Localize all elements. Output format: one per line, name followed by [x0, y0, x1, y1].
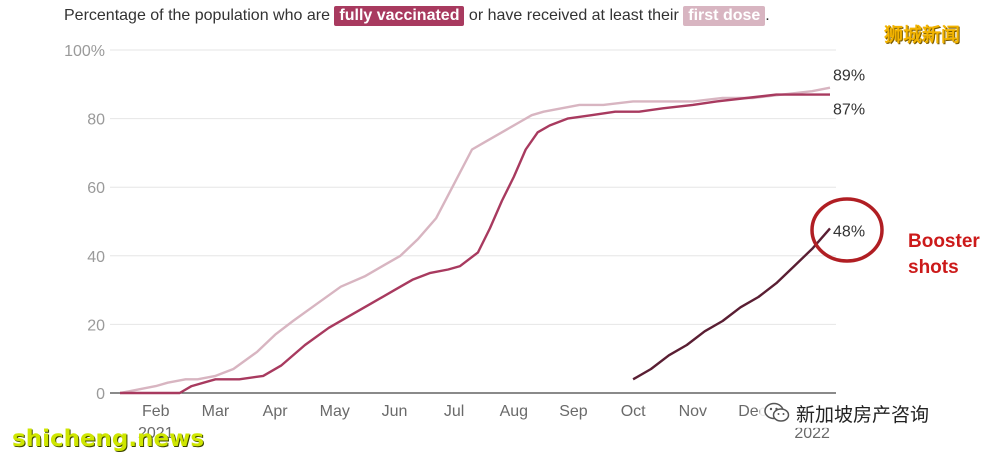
- x-tick-label: Feb: [142, 403, 170, 420]
- series: 89% 87% 48%: [119, 68, 865, 395]
- chart-caption: Percentage of the population who are ful…: [64, 6, 770, 26]
- legend-fully-vaccinated: fully vaccinated: [334, 6, 465, 26]
- y-tick-label: 100%: [64, 43, 105, 60]
- x-tick-label: Oct: [621, 403, 646, 420]
- annotations: [810, 197, 884, 263]
- x-tick-label: Aug: [500, 403, 528, 420]
- wechat-watermark: 新加坡房产咨询: [760, 398, 934, 428]
- x-tick-label: Sep: [559, 403, 588, 420]
- gridlines: [110, 49, 836, 325]
- caption-middle: or have received at least their: [468, 7, 679, 24]
- series-end-label: 87%: [833, 102, 865, 119]
- axes: 0 20 40 60 80 100% Feb Mar Apr May Jun Jul Aug Sep Oct…: [64, 43, 836, 442]
- x-tick-label: Mar: [202, 403, 230, 420]
- x-tick-label: Jul: [444, 403, 464, 420]
- y-tick-label: 20: [87, 317, 105, 334]
- watermark-bottom-left: shicheng.news: [12, 426, 205, 452]
- y-tick-label: 40: [87, 249, 105, 266]
- x-tick-label: May: [320, 403, 350, 420]
- wechat-account-name: 新加坡房产咨询: [796, 403, 930, 426]
- series-end-label: 89%: [833, 68, 865, 85]
- wechat-icon: [764, 402, 790, 422]
- caption-prefix: Percentage of the population who are: [64, 7, 330, 24]
- y-tick-label: 0: [96, 386, 105, 403]
- x-tick-label: Nov: [679, 403, 707, 420]
- year-label: 2021: [138, 425, 174, 442]
- series-line-booster-shots: [632, 227, 831, 381]
- x-tick-label: Dec: [738, 403, 766, 420]
- booster-highlight-circle: [810, 197, 884, 263]
- x-tick-label: Apr: [263, 403, 289, 420]
- series-line-first-dose: [119, 86, 831, 395]
- x-tick-label: Jun: [382, 403, 408, 420]
- watermark-top-right: 狮城新闻: [884, 24, 961, 46]
- series-line-fully-vaccinated: [120, 93, 830, 395]
- y-tick-label: 60: [87, 180, 105, 197]
- booster-shots-label: Booster shots: [908, 231, 980, 278]
- legend-first-dose: first dose: [683, 6, 766, 26]
- year-label: 2022: [794, 425, 830, 442]
- y-tick-label: 80: [87, 112, 105, 129]
- caption-suffix: .: [765, 7, 770, 24]
- series-end-label: 48%: [833, 223, 865, 240]
